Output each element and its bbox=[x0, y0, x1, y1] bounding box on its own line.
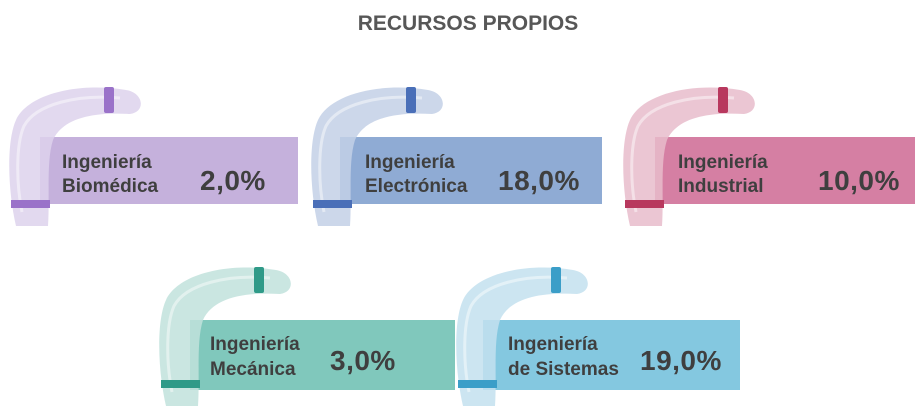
item-label: Mecánica bbox=[210, 359, 296, 380]
item-label: de Sistemas bbox=[508, 359, 619, 380]
page: RECURSOS PROPIOS Ingeniería Biomédica 2,… bbox=[0, 0, 922, 408]
item-value: 10,0% bbox=[818, 165, 900, 196]
item-label: Ingeniería bbox=[365, 152, 455, 173]
item-label: Electrónica bbox=[365, 176, 468, 197]
item: Ingeniería de Sistemas 19,0% bbox=[456, 267, 740, 406]
item: Ingeniería Electrónica 18,0% bbox=[311, 87, 602, 226]
item-value: 2,0% bbox=[200, 165, 266, 196]
item: Ingeniería Biomédica 2,0% bbox=[9, 87, 298, 226]
item: Ingeniería Industrial 10,0% bbox=[623, 87, 915, 226]
item-label: Ingeniería bbox=[508, 334, 598, 355]
item-label: Ingeniería bbox=[678, 152, 768, 173]
title: RECURSOS PROPIOS bbox=[358, 12, 579, 35]
item-value: 18,0% bbox=[498, 165, 580, 196]
item-value: 3,0% bbox=[330, 345, 396, 376]
item-label: Ingeniería bbox=[62, 152, 152, 173]
item-label: Biomédica bbox=[62, 176, 159, 197]
infographic: RECURSOS PROPIOS Ingeniería Biomédica 2,… bbox=[0, 0, 922, 408]
item-value: 19,0% bbox=[640, 345, 722, 376]
item-label: Industrial bbox=[678, 176, 764, 197]
item-label: Ingeniería bbox=[210, 334, 300, 355]
item: Ingeniería Mecánica 3,0% bbox=[159, 267, 455, 406]
